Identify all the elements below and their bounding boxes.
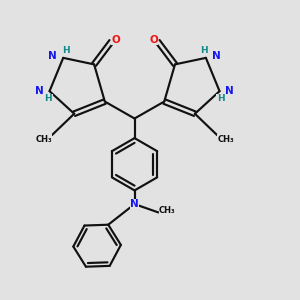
Text: CH₃: CH₃: [35, 135, 52, 144]
Text: N: N: [35, 85, 44, 96]
Text: H: H: [44, 94, 52, 103]
Text: O: O: [149, 35, 158, 45]
Text: CH₃: CH₃: [159, 206, 175, 215]
Text: CH₃: CH₃: [217, 135, 234, 144]
Text: H: H: [217, 94, 225, 103]
Text: H: H: [200, 46, 207, 55]
Text: N: N: [212, 51, 221, 62]
Text: H: H: [62, 46, 69, 55]
Text: O: O: [111, 35, 120, 45]
Text: N: N: [225, 85, 234, 96]
Text: N: N: [48, 51, 57, 62]
Text: N: N: [130, 199, 139, 209]
